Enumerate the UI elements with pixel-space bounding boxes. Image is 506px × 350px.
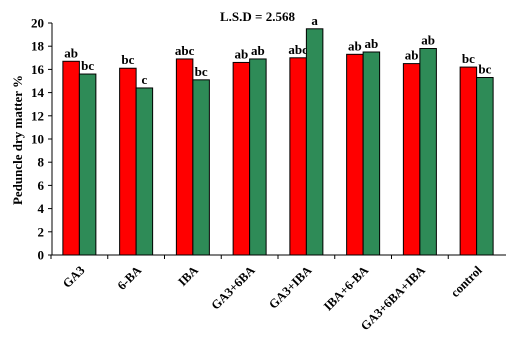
y-tick-label: 14 [31,85,45,100]
bar-significance-label: abc [288,42,308,57]
bar-significance-label: bc [195,64,208,79]
bar [192,79,210,256]
bar [419,48,437,256]
x-tick-label: 6-BA [115,263,145,293]
y-tick-label: 20 [31,16,44,31]
bar [289,57,307,256]
y-tick-label: 4 [38,201,45,216]
bar [119,67,137,256]
bar-significance-label: ab [64,45,78,60]
bar-significance-label: ab [235,46,249,61]
bar-significance-label: ab [348,38,362,53]
bar [476,77,494,256]
bar [346,53,364,256]
x-tick-label: GA3+6BA [208,263,257,312]
bar [305,28,324,256]
y-tick-label: 8 [38,155,45,170]
bar [135,87,154,256]
y-axis-label: Peduncle dry matter % [10,75,25,205]
bar-significance-label: ab [421,33,435,48]
x-tick-label: GA3 [60,263,88,291]
y-tick-label: 6 [38,178,45,193]
bar-significance-label: c [141,72,147,87]
bar [78,73,97,256]
lsd-annotation: L.S.D = 2.568 [220,9,295,24]
y-tick-label: 12 [31,108,44,123]
bar [459,66,478,256]
bar-significance-label: ab [405,48,419,63]
bar-significance-label: bc [81,58,94,73]
bar-significance-label: bc [121,52,134,67]
x-tick-label: control [448,263,485,300]
bar-significance-label: abc [175,43,195,58]
bar-significance-label: ab [251,43,265,58]
x-tick-label: IBA+6-BA [321,263,371,313]
y-tick-label: 18 [31,39,45,54]
bar [62,60,80,256]
bar [402,63,421,256]
bar-significance-label: bc [462,51,475,66]
plot-area: 02468101214161820abbcGA3bcc6-BAabcbcIBAa… [31,13,506,333]
bar-significance-label: bc [478,62,491,77]
y-tick-label: 2 [38,224,45,239]
x-tick-label: GA3+IBA [266,263,314,311]
bar-significance-label: ab [365,36,379,51]
y-tick-label: 0 [38,248,45,263]
y-tick-label: 10 [31,132,44,147]
bar [175,58,194,256]
bar [249,58,267,256]
bar [232,61,251,256]
x-tick-label: IBA [175,263,201,289]
bar [362,51,381,256]
y-tick-label: 16 [31,62,45,77]
bar-significance-label: a [311,13,318,28]
